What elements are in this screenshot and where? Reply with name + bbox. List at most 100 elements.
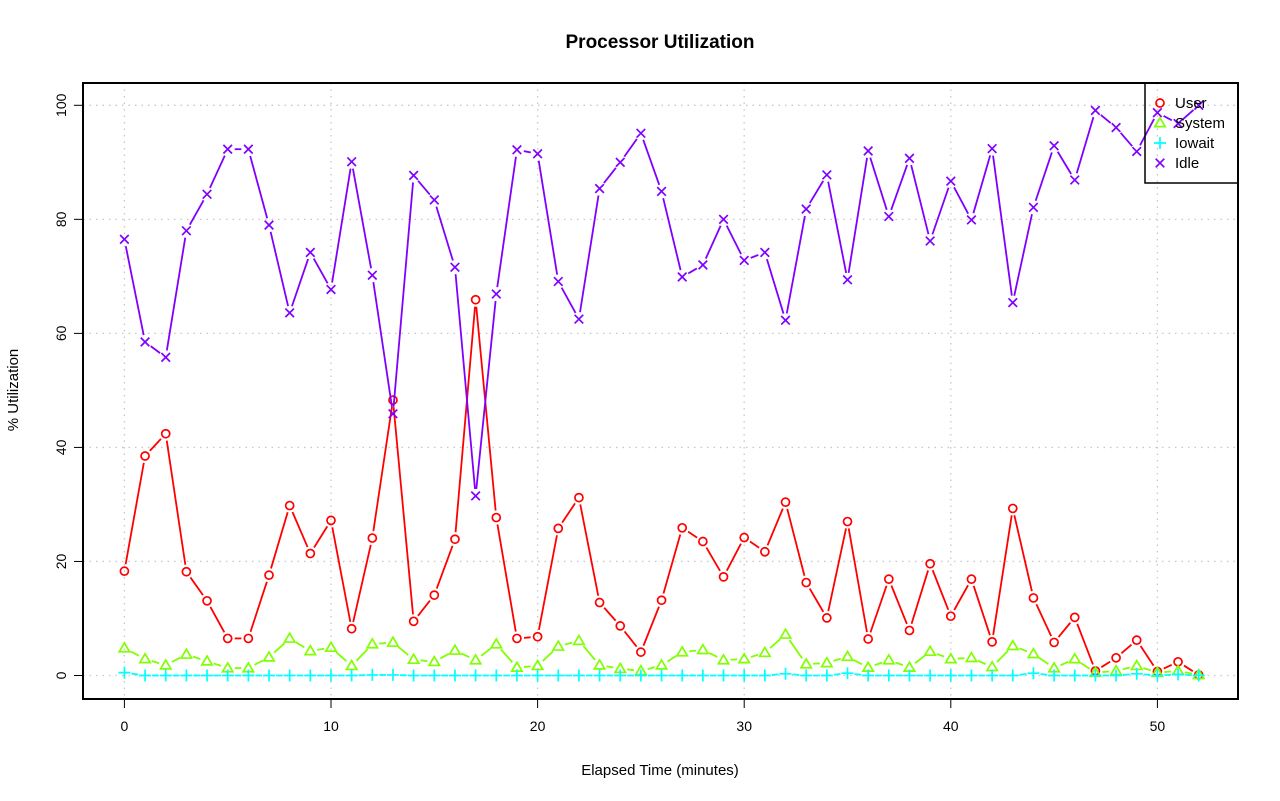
series-segment: [249, 581, 268, 633]
x-tick-label: 0: [121, 718, 129, 734]
data-point: [697, 260, 708, 270]
series-segment: [150, 345, 161, 354]
data-point: [450, 262, 460, 273]
data-point: [140, 337, 150, 347]
data-point: [1131, 146, 1142, 157]
data-point: [406, 652, 421, 665]
series-segment: [785, 215, 806, 314]
series-segment: [750, 653, 759, 658]
x-tick-label: 40: [943, 718, 959, 734]
series-segment: [1076, 623, 1094, 665]
series-idle: [119, 100, 1204, 501]
data-point: [739, 255, 750, 266]
legend-box: [1144, 82, 1239, 184]
series-segment: [750, 254, 759, 259]
series-segment: [435, 206, 454, 261]
data-point: [551, 639, 565, 651]
data-point: [243, 144, 254, 155]
x-axis: 0 10 20 30 40 50: [121, 699, 1165, 734]
data-point: [656, 595, 667, 606]
series-segment: [355, 648, 369, 662]
data-point: [160, 352, 171, 363]
data-point: [1131, 635, 1142, 645]
data-point: [552, 669, 565, 682]
series-segment: [603, 167, 617, 184]
data-point: [201, 669, 214, 682]
data-point: [780, 315, 791, 326]
data-point: [510, 669, 523, 682]
data-point: [801, 204, 812, 214]
series-segment: [291, 258, 309, 307]
data-point: [470, 490, 481, 501]
series-segment: [1060, 660, 1069, 667]
data-point: [138, 652, 152, 664]
series-layer: [117, 100, 1206, 682]
series-segment: [209, 606, 226, 633]
data-point: [718, 214, 729, 225]
data-point: [572, 669, 585, 682]
data-point: [531, 669, 544, 682]
data-point: [1089, 669, 1102, 682]
series-segment: [560, 287, 577, 314]
data-point: [344, 658, 359, 671]
data-point: [655, 669, 668, 682]
series-segment: [766, 508, 784, 546]
data-point: [615, 621, 626, 631]
series-segment: [420, 659, 428, 662]
y-tick-label: 20: [53, 553, 69, 569]
series-segment: [1164, 670, 1172, 673]
series-segment: [1182, 109, 1195, 120]
series-segment: [124, 245, 145, 336]
data-point: [1028, 202, 1039, 213]
series-segment: [480, 647, 492, 657]
series-segment: [833, 673, 841, 676]
data-point: [592, 658, 607, 670]
series-segment: [542, 650, 554, 662]
series-segment: [295, 641, 305, 649]
series-segment: [977, 659, 987, 665]
data-point: [386, 668, 399, 681]
series-segment: [538, 535, 558, 631]
series-segment: [1139, 645, 1155, 667]
series-segment: [725, 225, 742, 255]
data-point: [221, 669, 234, 682]
series-segment: [827, 181, 848, 274]
series-segment: [705, 547, 721, 572]
series-segment: [642, 606, 660, 646]
data-point: [758, 669, 771, 682]
series-segment: [1100, 660, 1111, 668]
data-point: [675, 645, 689, 657]
data-point: [862, 669, 875, 682]
data-point: [1068, 652, 1082, 664]
data-point: [367, 270, 378, 281]
data-point: [1007, 503, 1018, 514]
data-point: [532, 148, 543, 159]
series-segment: [1057, 622, 1072, 638]
data-point: [324, 640, 338, 653]
series-segment: [1184, 671, 1193, 675]
data-point: [572, 633, 586, 646]
series-segment: [124, 462, 145, 565]
series-segment: [1056, 151, 1072, 175]
series-segment: [931, 569, 950, 611]
series-segment: [352, 544, 372, 623]
data-point: [820, 669, 833, 682]
data-point: [821, 169, 832, 180]
data-point: [490, 669, 503, 682]
data-point: [945, 611, 956, 622]
data-point: [778, 627, 793, 639]
series-segment: [254, 659, 264, 666]
series-segment: [582, 645, 596, 661]
series-segment: [454, 306, 476, 533]
legend-item-system: System: [1153, 115, 1225, 132]
data-point: [365, 637, 380, 649]
series-segment: [313, 525, 329, 549]
series-segment: [890, 585, 908, 625]
y-tick-label: 0: [53, 671, 69, 679]
data-point: [1111, 652, 1121, 663]
series-segment: [1102, 670, 1110, 673]
series-segment: [523, 665, 531, 668]
series-segment: [725, 543, 742, 572]
data-point: [1006, 638, 1020, 651]
data-point: [1069, 175, 1080, 185]
